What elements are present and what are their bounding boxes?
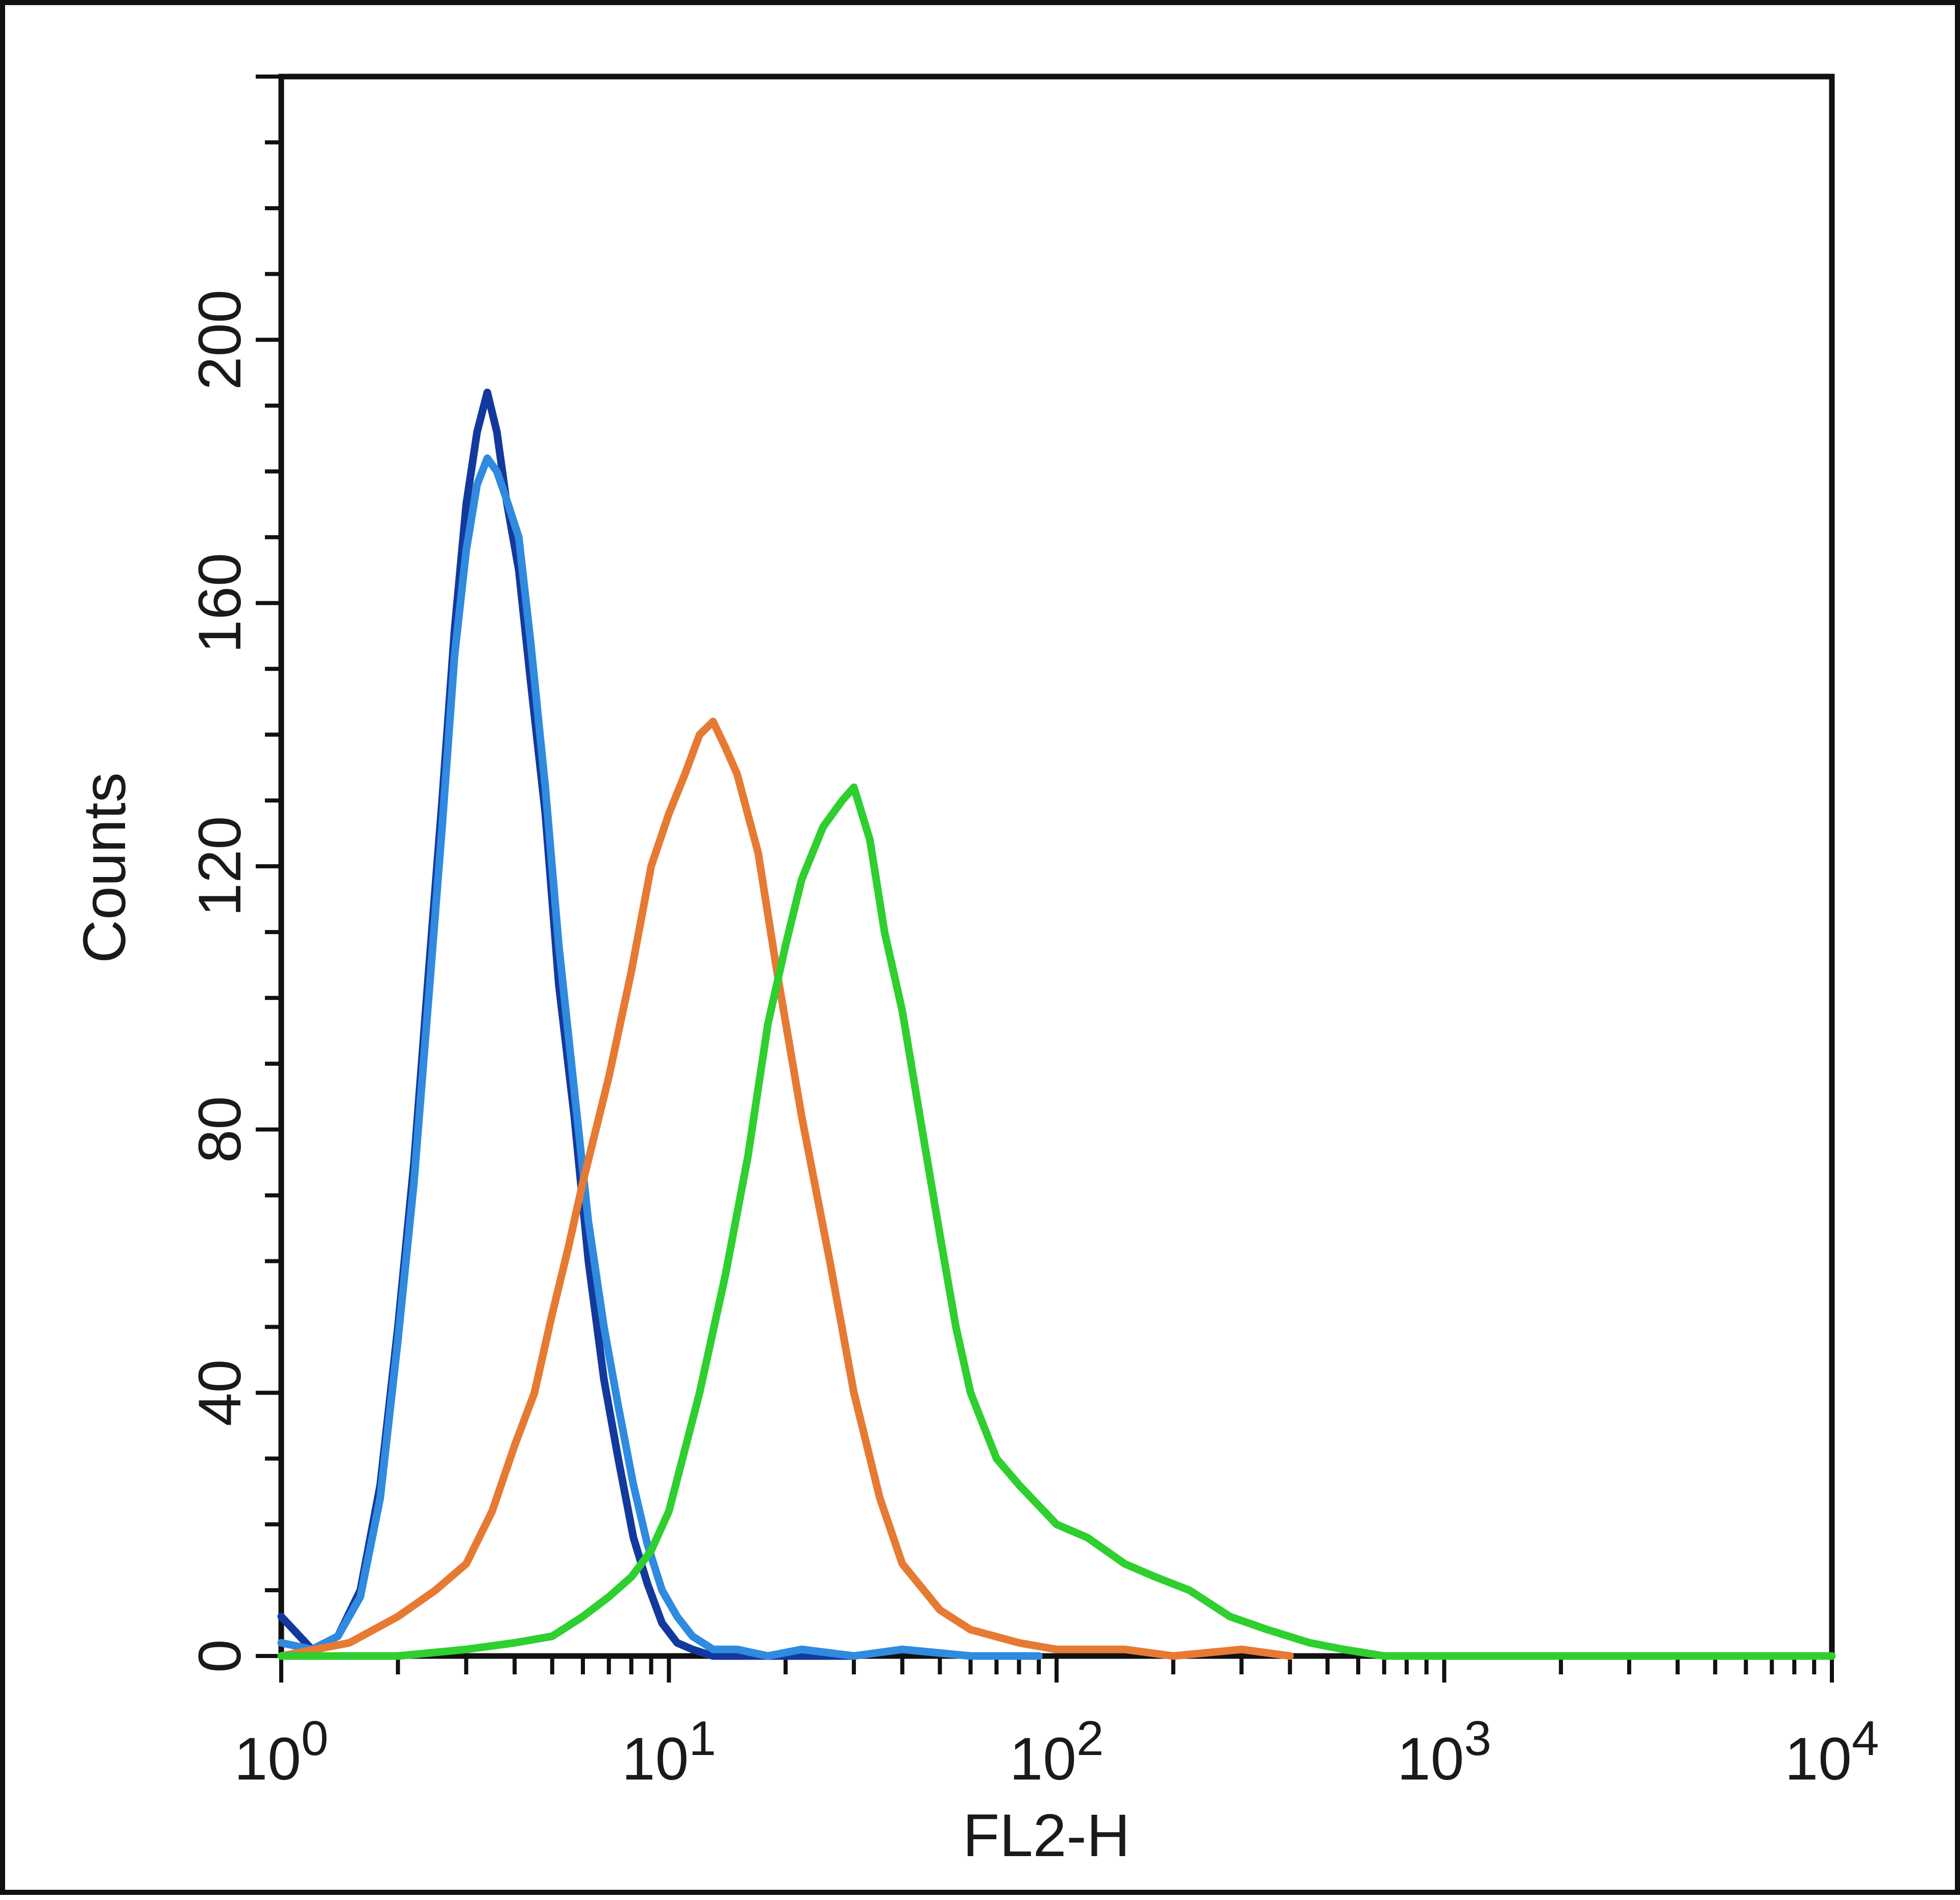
x-tick-label: 100 [234, 1711, 329, 1793]
x-tick-label: 104 [1785, 1711, 1879, 1793]
y-tick-label: 120 [186, 816, 254, 917]
x-minor-ticks [279, 1656, 1834, 1683]
y-minor-ticks [256, 75, 281, 1658]
x-axis-title: FL2-H [963, 1802, 1130, 1869]
histogram-series-3 [277, 717, 1294, 1660]
y-tick-label: 40 [186, 1359, 254, 1426]
x-tick-label: 102 [1010, 1711, 1104, 1793]
x-tick-label: 103 [1397, 1711, 1491, 1793]
x-tick-label: 101 [622, 1711, 716, 1793]
histogram-svg: 0 40 80 120 160 200 100 101 102 103 104 FL2-H Cou… [71, 74, 1879, 1869]
x-tick-labels: 100 101 102 103 104 [234, 1711, 1879, 1793]
plot-frame [278, 74, 1835, 1659]
y-tick-labels: 0 40 80 120 160 200 [186, 289, 254, 1673]
histogram-series-4 [277, 783, 1836, 1660]
y-tick-label: 200 [186, 289, 254, 390]
y-tick-label: 0 [186, 1639, 254, 1673]
histogram-series-2 [277, 454, 1043, 1660]
y-tick-label: 80 [186, 1096, 254, 1163]
y-axis-title: Counts [71, 772, 138, 963]
series-layer [277, 388, 1836, 1660]
y-tick-label: 160 [186, 553, 254, 653]
